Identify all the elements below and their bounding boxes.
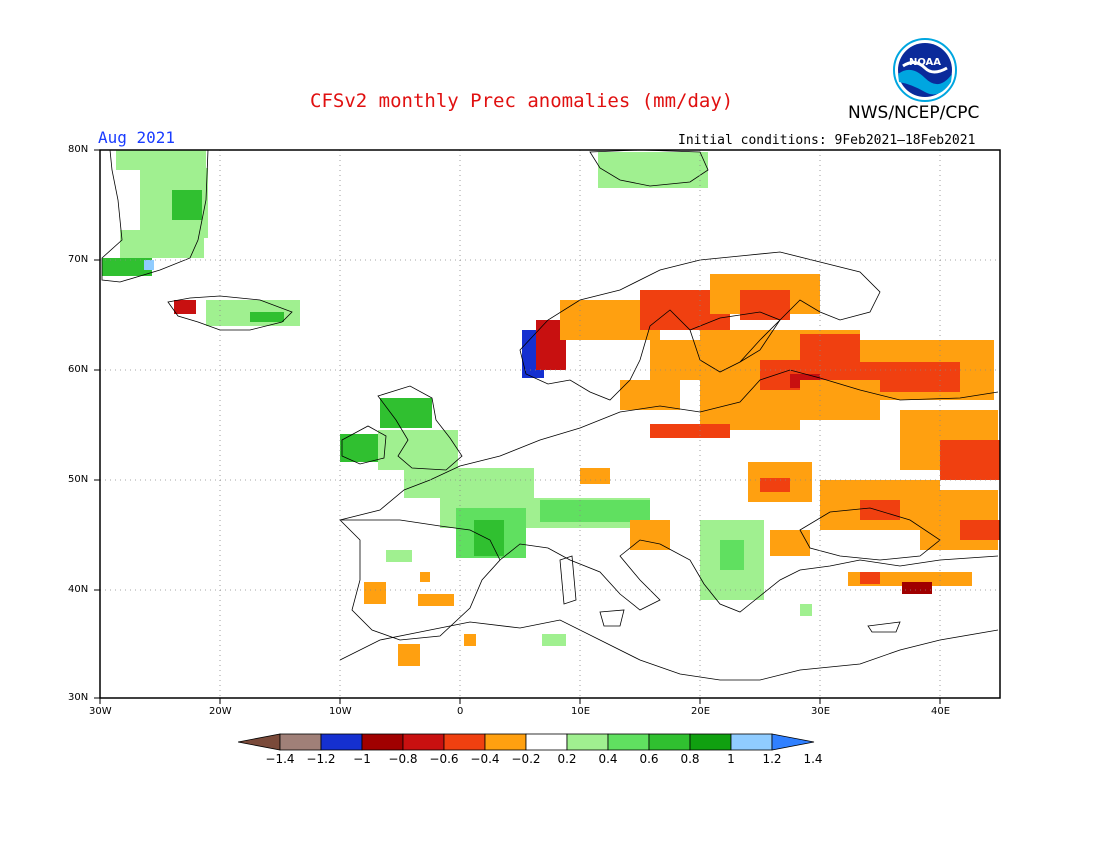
lat-label: 80N: [68, 144, 89, 155]
graticule: [100, 150, 1000, 698]
colorbar-swatch: [402, 733, 445, 751]
lat-label: 60N: [68, 364, 89, 375]
colorbar-swatch: [566, 733, 609, 751]
lat-label: 40N: [68, 584, 89, 595]
colorbar-swatch: [525, 733, 568, 751]
colorbar-tick-label: 1.4: [803, 752, 823, 766]
colorbar-tick-label: 0.6: [639, 752, 659, 766]
forecast-period: Aug 2021: [98, 128, 176, 147]
lon-label: 30W: [89, 706, 112, 717]
axis-ticks: [94, 149, 941, 704]
colorbar-tick-label: −0.2: [511, 752, 541, 766]
lon-label: 20E: [691, 706, 711, 717]
colorbar-swatch: [648, 733, 691, 751]
lon-label: 30E: [811, 706, 831, 717]
colorbar-tick-label: 0.2: [557, 752, 577, 766]
map-frame: [99, 149, 1001, 699]
colorbar-tick-label: 0.8: [680, 752, 700, 766]
colorbar-tick-label: −0.6: [429, 752, 459, 766]
colorbar-tick-label: 0.4: [598, 752, 618, 766]
noaa-logo-icon: NOAA: [893, 38, 957, 102]
colorbar-tick-label: −1.2: [306, 752, 336, 766]
colorbar-swatch: [320, 733, 363, 751]
colorbar-tick-label: −0.8: [388, 752, 418, 766]
agency-label: NWS/NCEP/CPC: [848, 103, 980, 123]
lat-label: 50N: [68, 474, 89, 485]
colorbar-tick-label: −1: [353, 752, 371, 766]
anomaly-shading: [102, 150, 1000, 666]
lat-label: 70N: [68, 254, 89, 265]
initial-conditions: Initial conditions: 9Feb2021–18Feb2021: [678, 133, 976, 148]
colorbar-arrow-left: [238, 733, 281, 751]
lon-label: 0: [457, 706, 464, 717]
lon-label: 40E: [931, 706, 951, 717]
lat-label: 30N: [68, 692, 89, 703]
colorbar-tick-label: 1: [727, 752, 735, 766]
logo-text: NOAA: [909, 57, 941, 68]
map-title: CFSv2 monthly Prec anomalies (mm/day): [310, 90, 734, 112]
colorbar: [238, 733, 815, 751]
colorbar-swatch: [484, 733, 527, 751]
colorbar-swatch: [607, 733, 650, 751]
colorbar-swatch: [443, 733, 486, 751]
colorbar-tick-label: −0.4: [470, 752, 500, 766]
lon-label: 20W: [209, 706, 232, 717]
colorbar-swatch: [730, 733, 773, 751]
colorbar-tick-label: 1.2: [762, 752, 782, 766]
colorbar-swatch: [279, 733, 322, 751]
lon-label: 10E: [571, 706, 591, 717]
colorbar-swatch: [689, 733, 732, 751]
lon-label: 10W: [329, 706, 352, 717]
colorbar-swatch: [361, 733, 404, 751]
colorbar-tick-label: −1.4: [265, 752, 295, 766]
colorbar-arrow-right: [771, 733, 815, 751]
